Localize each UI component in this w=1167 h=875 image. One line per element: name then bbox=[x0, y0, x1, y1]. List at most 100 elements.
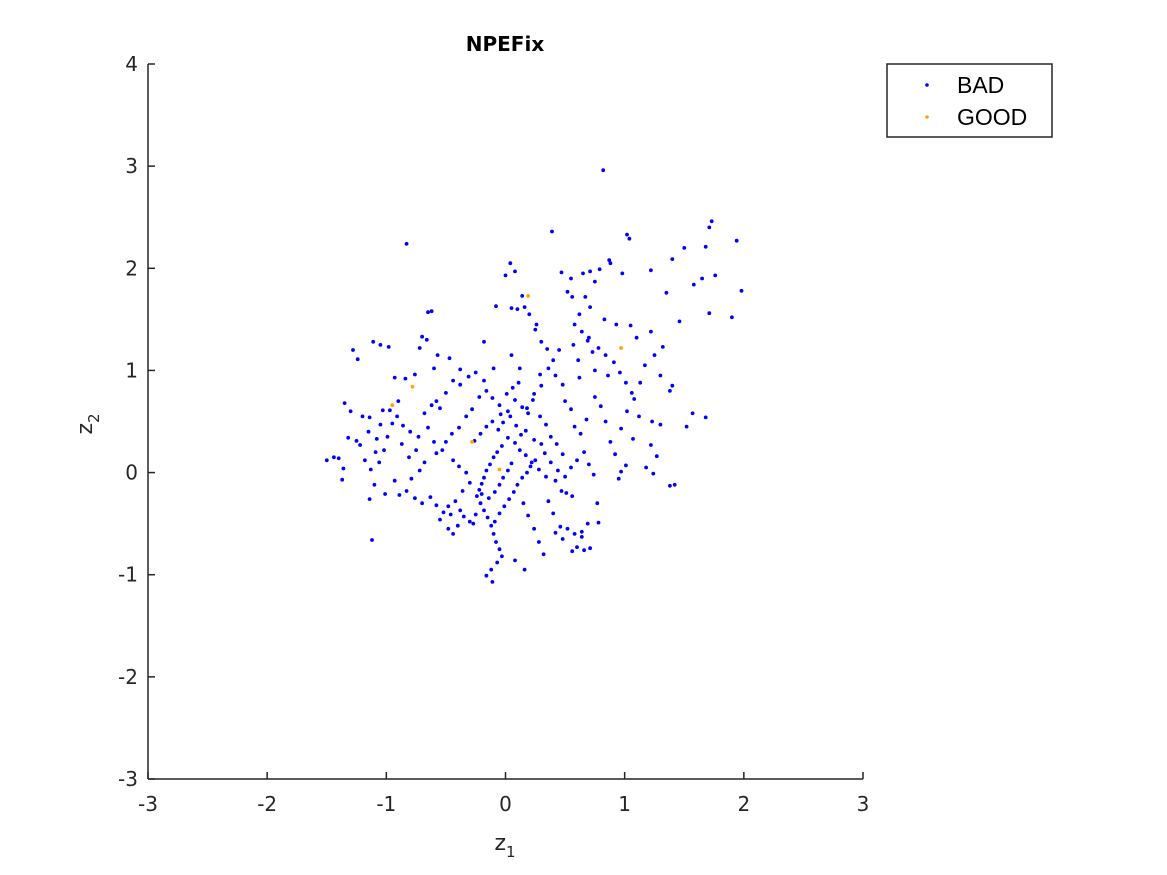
data-point-bad bbox=[396, 399, 401, 403]
legend-box bbox=[886, 63, 1053, 138]
data-point-bad bbox=[488, 462, 492, 467]
data-point-bad bbox=[500, 444, 504, 448]
data-point-bad bbox=[464, 470, 469, 475]
data-point-bad bbox=[559, 489, 564, 493]
data-point-bad bbox=[473, 370, 478, 375]
data-point-bad bbox=[526, 411, 530, 416]
data-point-bad bbox=[649, 268, 653, 273]
data-point-bad bbox=[548, 434, 553, 439]
data-point-bad bbox=[596, 346, 601, 350]
data-point-bad bbox=[392, 375, 397, 380]
data-point-bad bbox=[658, 422, 663, 427]
data-point-bad bbox=[367, 497, 372, 501]
data-point-bad bbox=[484, 468, 489, 473]
y-axis-label: z2 bbox=[73, 413, 103, 434]
data-point-bad bbox=[523, 453, 528, 458]
data-point-good bbox=[390, 403, 395, 408]
data-point-bad bbox=[569, 407, 573, 412]
data-point-bad bbox=[336, 456, 341, 461]
data-point-bad bbox=[509, 306, 514, 310]
y-axis-label-base: z bbox=[73, 423, 98, 435]
data-point-bad bbox=[644, 465, 648, 470]
data-point-bad bbox=[654, 454, 659, 459]
data-point-bad bbox=[707, 225, 712, 230]
data-point-bad bbox=[489, 567, 494, 572]
data-point-bad bbox=[533, 327, 538, 332]
data-point-bad bbox=[332, 455, 336, 460]
data-point-bad bbox=[709, 219, 714, 224]
data-point-bad bbox=[629, 391, 634, 395]
data-point-bad bbox=[370, 538, 374, 542]
data-point-bad bbox=[438, 406, 442, 411]
data-point-bad bbox=[734, 238, 739, 243]
data-point-bad bbox=[539, 442, 544, 446]
data-point-bad bbox=[342, 401, 347, 405]
data-point-bad bbox=[403, 376, 408, 381]
data-point-good bbox=[497, 467, 502, 472]
data-point-bad bbox=[482, 508, 486, 513]
data-point-bad bbox=[397, 493, 402, 497]
data-point-bad bbox=[713, 273, 718, 278]
data-point-bad bbox=[553, 373, 558, 378]
data-point-bad bbox=[513, 269, 517, 274]
data-point-bad bbox=[501, 420, 505, 425]
data-point-bad bbox=[554, 442, 559, 446]
data-point-bad bbox=[577, 312, 582, 317]
data-point-bad bbox=[523, 428, 528, 433]
data-point-bad bbox=[650, 419, 654, 424]
data-point-bad bbox=[399, 442, 404, 446]
data-point-good bbox=[619, 346, 623, 350]
data-point-bad bbox=[383, 492, 387, 496]
data-point-bad bbox=[677, 319, 682, 324]
data-point-bad bbox=[542, 451, 547, 456]
data-point-bad bbox=[475, 494, 479, 498]
data-point-bad bbox=[461, 514, 466, 519]
data-point-bad bbox=[497, 511, 502, 516]
data-point-bad bbox=[643, 363, 647, 368]
data-point-bad bbox=[579, 535, 584, 539]
data-point-bad bbox=[565, 526, 570, 531]
data-point-bad bbox=[491, 455, 496, 460]
data-point-bad bbox=[367, 415, 372, 420]
data-point-bad bbox=[508, 261, 513, 266]
data-point-bad bbox=[453, 499, 458, 504]
data-point-bad bbox=[546, 366, 551, 371]
data-point-bad bbox=[658, 373, 663, 378]
data-point-bad bbox=[690, 411, 695, 416]
data-point-bad bbox=[432, 440, 436, 444]
data-point-bad bbox=[539, 383, 544, 388]
data-point-bad bbox=[434, 503, 439, 508]
data-point-bad bbox=[420, 334, 424, 339]
data-point-bad bbox=[458, 508, 463, 513]
x-tick-label: -2 bbox=[257, 792, 277, 816]
data-point-bad bbox=[358, 443, 362, 447]
legend-label-bad: BAD bbox=[957, 72, 1004, 98]
data-point-bad bbox=[588, 546, 592, 551]
data-point-bad bbox=[703, 415, 708, 420]
data-point-bad bbox=[444, 440, 448, 444]
data-point-bad bbox=[477, 488, 482, 492]
data-point-bad bbox=[509, 461, 514, 466]
data-point-bad bbox=[416, 434, 421, 439]
data-point-bad bbox=[584, 417, 589, 422]
data-point-bad bbox=[458, 382, 463, 387]
data-point-bad bbox=[527, 312, 532, 317]
data-point-bad bbox=[564, 491, 569, 495]
data-point-bad bbox=[372, 482, 377, 487]
data-point-bad bbox=[464, 414, 469, 419]
data-point-bad bbox=[563, 399, 567, 403]
data-point-bad bbox=[444, 391, 448, 395]
data-point-bad bbox=[510, 385, 515, 390]
data-point-bad bbox=[588, 305, 592, 309]
data-point-bad bbox=[582, 450, 586, 454]
data-point-bad bbox=[479, 492, 484, 496]
data-point-bad bbox=[593, 368, 597, 373]
data-point-bad bbox=[598, 404, 603, 409]
data-point-bad bbox=[531, 398, 535, 402]
data-point-bad bbox=[532, 526, 536, 531]
data-point-bad bbox=[579, 529, 584, 534]
x-tick-label: 0 bbox=[499, 792, 512, 816]
data-point-bad bbox=[502, 504, 507, 509]
data-point-bad bbox=[473, 512, 478, 517]
data-point-bad bbox=[386, 345, 391, 349]
